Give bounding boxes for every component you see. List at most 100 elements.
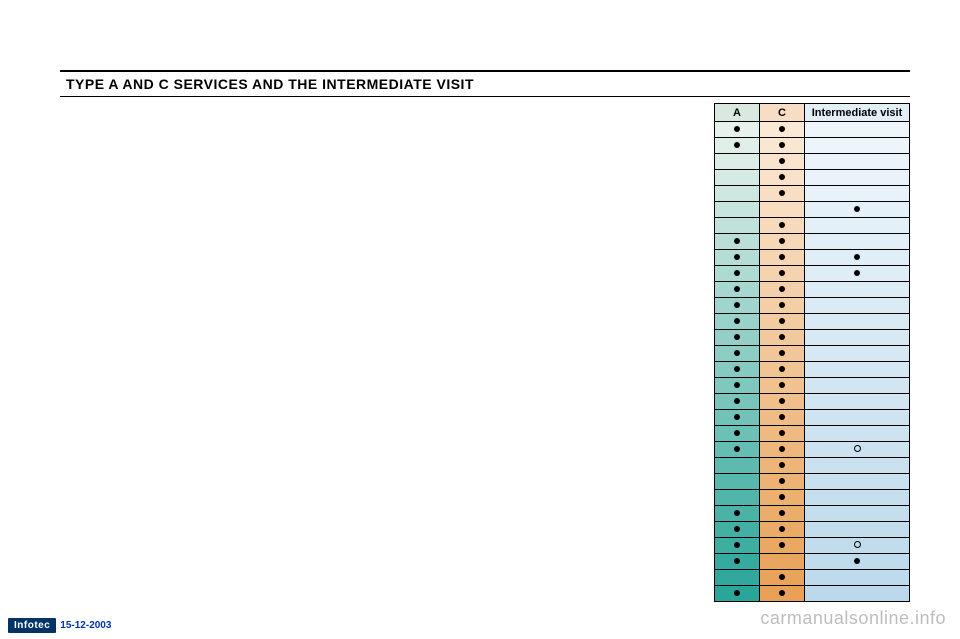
footer: Infotec 15-12-2003 — [8, 618, 111, 633]
cell-c — [760, 362, 805, 378]
filled-dot-icon — [734, 366, 740, 372]
table-row — [715, 122, 910, 138]
filled-dot-icon — [779, 302, 785, 308]
table-row — [715, 410, 910, 426]
filled-dot-icon — [734, 446, 740, 452]
cell-intermediate — [805, 346, 910, 362]
cell-intermediate — [805, 490, 910, 506]
table-row — [715, 570, 910, 586]
table-row — [715, 458, 910, 474]
cell-intermediate — [805, 282, 910, 298]
filled-dot-icon — [779, 222, 785, 228]
table-row — [715, 362, 910, 378]
cell-a — [715, 554, 760, 570]
filled-dot-icon — [779, 270, 785, 276]
table-row — [715, 394, 910, 410]
filled-dot-icon — [779, 574, 785, 580]
footer-date: 15-12-2003 — [60, 620, 111, 631]
table-row — [715, 170, 910, 186]
cell-intermediate — [805, 522, 910, 538]
table-row — [715, 378, 910, 394]
cell-intermediate — [805, 410, 910, 426]
cell-c — [760, 330, 805, 346]
cell-c — [760, 506, 805, 522]
cell-c — [760, 570, 805, 586]
cell-intermediate — [805, 586, 910, 602]
cell-c — [760, 138, 805, 154]
cell-a — [715, 474, 760, 490]
cell-intermediate — [805, 362, 910, 378]
cell-intermediate — [805, 122, 910, 138]
cell-a — [715, 570, 760, 586]
cell-a — [715, 490, 760, 506]
cell-a — [715, 138, 760, 154]
filled-dot-icon — [779, 398, 785, 404]
filled-dot-icon — [734, 510, 740, 516]
cell-a — [715, 458, 760, 474]
cell-c — [760, 410, 805, 426]
table-row — [715, 554, 910, 570]
cell-intermediate — [805, 474, 910, 490]
cell-intermediate — [805, 202, 910, 218]
filled-dot-icon — [779, 366, 785, 372]
table-row — [715, 426, 910, 442]
cell-c — [760, 314, 805, 330]
cell-a — [715, 202, 760, 218]
empty-ring-icon — [854, 445, 861, 452]
filled-dot-icon — [854, 558, 860, 564]
cell-a — [715, 426, 760, 442]
filled-dot-icon — [734, 350, 740, 356]
filled-dot-icon — [734, 414, 740, 420]
cell-intermediate — [805, 170, 910, 186]
table-row — [715, 138, 910, 154]
cell-c — [760, 186, 805, 202]
table-row — [715, 186, 910, 202]
header-a: A — [715, 104, 760, 122]
filled-dot-icon — [734, 254, 740, 260]
cell-a — [715, 378, 760, 394]
table-row — [715, 282, 910, 298]
cell-intermediate — [805, 218, 910, 234]
filled-dot-icon — [779, 126, 785, 132]
table-header-row: A C Intermediate visit — [715, 104, 910, 122]
cell-a — [715, 282, 760, 298]
cell-a — [715, 298, 760, 314]
table-row — [715, 330, 910, 346]
table-body — [715, 122, 910, 602]
cell-a — [715, 218, 760, 234]
filled-dot-icon — [734, 334, 740, 340]
filled-dot-icon — [779, 190, 785, 196]
filled-dot-icon — [734, 526, 740, 532]
filled-dot-icon — [779, 254, 785, 260]
filled-dot-icon — [779, 526, 785, 532]
service-table: A C Intermediate visit — [714, 103, 910, 602]
cell-c — [760, 394, 805, 410]
filled-dot-icon — [734, 398, 740, 404]
cell-intermediate — [805, 266, 910, 282]
filled-dot-icon — [779, 174, 785, 180]
table-row — [715, 474, 910, 490]
filled-dot-icon — [779, 382, 785, 388]
table-row — [715, 298, 910, 314]
cell-a — [715, 250, 760, 266]
table-row — [715, 202, 910, 218]
cell-a — [715, 394, 760, 410]
cell-intermediate — [805, 330, 910, 346]
cell-intermediate — [805, 298, 910, 314]
watermark: carmanualsonline.info — [760, 608, 946, 629]
cell-c — [760, 378, 805, 394]
brand-badge: Infotec — [8, 618, 56, 633]
cell-c — [760, 234, 805, 250]
cell-a — [715, 410, 760, 426]
table-row — [715, 266, 910, 282]
page-title: TYPE A AND C SERVICES AND THE INTERMEDIA… — [60, 70, 910, 97]
table-row — [715, 250, 910, 266]
cell-c — [760, 154, 805, 170]
cell-a — [715, 122, 760, 138]
cell-a — [715, 234, 760, 250]
table-row — [715, 442, 910, 458]
filled-dot-icon — [779, 158, 785, 164]
filled-dot-icon — [779, 446, 785, 452]
cell-c — [760, 586, 805, 602]
filled-dot-icon — [779, 142, 785, 148]
